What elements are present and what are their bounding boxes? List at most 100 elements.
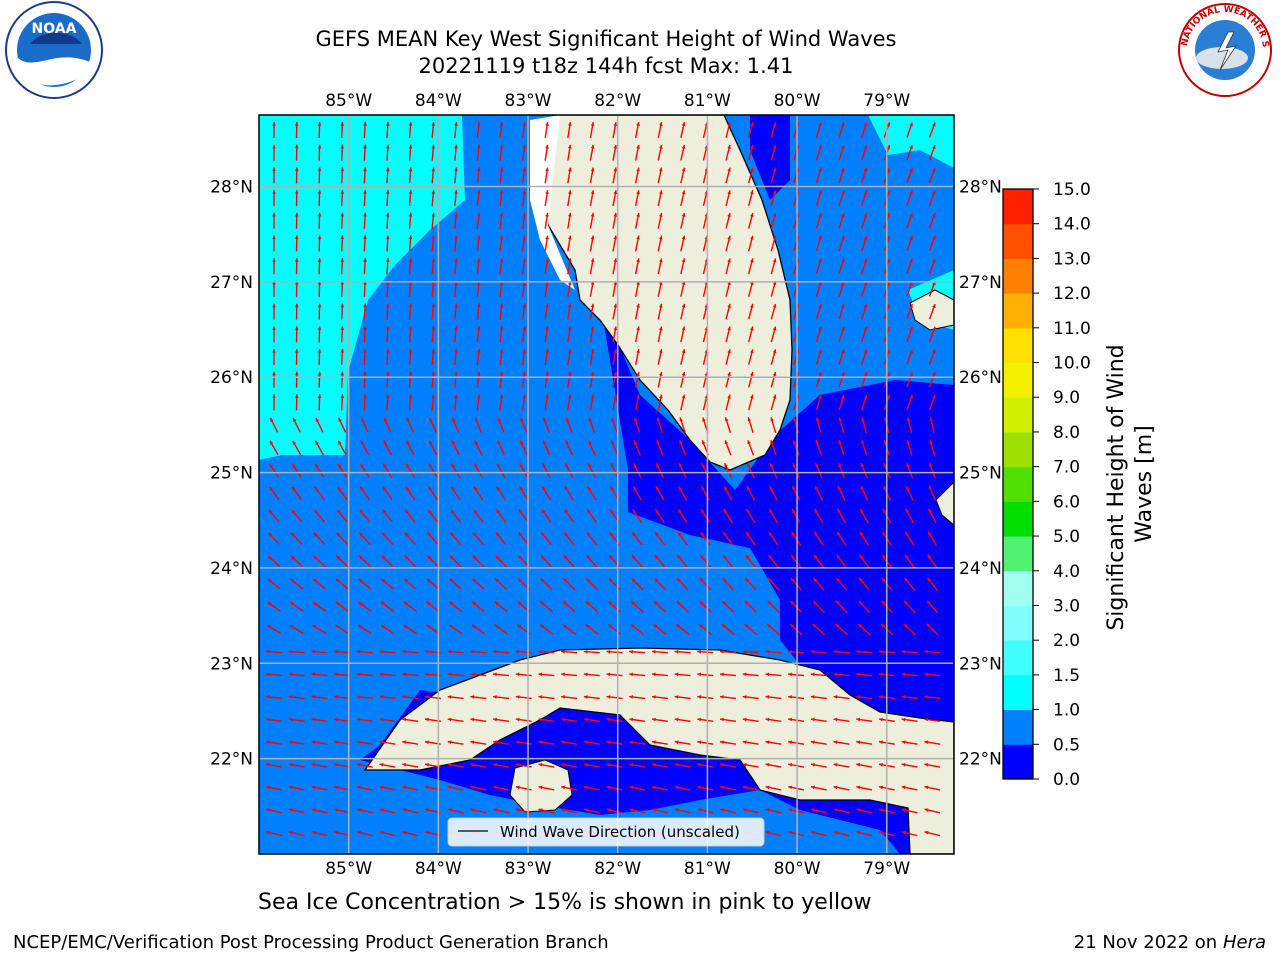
wave-arrow xyxy=(567,394,572,411)
wave-arrow xyxy=(861,326,868,343)
wave-arrow xyxy=(516,624,531,635)
wave-arrow xyxy=(337,463,347,478)
wave-arrow-head xyxy=(856,785,861,790)
wave-arrow-head xyxy=(317,190,322,194)
wave-arrow xyxy=(583,695,600,700)
wave-arrow xyxy=(906,439,913,456)
wave-arrow xyxy=(651,650,668,654)
wave-arrow-head xyxy=(655,509,659,514)
wave-arrow-head xyxy=(447,808,452,812)
wave-arrow xyxy=(725,394,731,411)
wave-arrow-head xyxy=(704,303,709,308)
wave-arrow xyxy=(765,650,782,654)
wave-arrow-head xyxy=(904,577,909,582)
wave-arrow-head xyxy=(519,486,523,491)
wave-arrow-head xyxy=(909,213,913,218)
wave-arrow xyxy=(742,831,759,837)
wave-arrow xyxy=(567,212,572,229)
wave-arrow xyxy=(924,740,941,745)
wave-arrow xyxy=(499,235,503,252)
wave-arrow xyxy=(314,463,325,478)
colorbar-tick-label: 5.0 xyxy=(1053,527,1080,547)
wave-arrow xyxy=(838,417,845,434)
wave-arrow xyxy=(861,439,868,456)
wave-arrow-head xyxy=(681,326,686,331)
wave-arrow-head xyxy=(906,440,911,445)
wave-arrow-head xyxy=(451,440,456,445)
wave-arrow-head xyxy=(704,190,709,195)
wave-arrow xyxy=(924,718,941,723)
wave-arrow-head xyxy=(608,624,613,629)
wave-arrow-head xyxy=(561,740,566,744)
wave-arrow xyxy=(793,144,799,161)
wave-arrow xyxy=(674,695,691,700)
wave-arrow xyxy=(765,786,782,791)
wave-arrow xyxy=(767,600,780,613)
wave-arrow xyxy=(653,600,667,613)
wave-arrow xyxy=(515,763,532,768)
wave-arrow-head xyxy=(334,672,338,677)
wave-arrow xyxy=(334,673,351,677)
wave-arrow xyxy=(901,763,918,768)
wave-arrow xyxy=(812,600,825,613)
wave-arrow-head xyxy=(878,649,883,654)
wave-arrow xyxy=(431,144,435,161)
wave-arrow xyxy=(431,258,435,275)
wave-arrow-head xyxy=(538,672,543,677)
wave-arrow-head xyxy=(790,577,795,582)
wave-arrow-head xyxy=(863,235,868,240)
wave-arrow-head xyxy=(770,417,774,422)
wave-arrow xyxy=(697,740,714,745)
wave-arrow xyxy=(541,508,552,523)
wave-arrow-head xyxy=(538,785,543,790)
wave-arrow xyxy=(770,258,777,275)
wave-arrow xyxy=(651,763,668,768)
wave-arrow xyxy=(268,486,280,500)
wave-arrow xyxy=(583,740,600,745)
wave-arrow-head xyxy=(542,440,547,445)
wave-arrow xyxy=(747,326,754,343)
wave-arrow xyxy=(838,190,845,206)
wave-arrow-head xyxy=(610,509,614,514)
wave-arrow xyxy=(515,740,532,745)
wave-arrow xyxy=(792,440,800,456)
wave-arrow xyxy=(838,371,845,388)
wave-arrow-head xyxy=(856,740,861,744)
wave-arrow-head xyxy=(590,144,595,149)
wave-arrow-head xyxy=(674,740,679,744)
wave-arrow xyxy=(769,485,778,501)
wave-arrow-head xyxy=(408,303,413,308)
wave-arrow xyxy=(833,650,850,654)
wave-arrow-head xyxy=(765,830,770,835)
wave-arrow-head xyxy=(723,509,728,514)
wave-arrow-head xyxy=(697,695,702,699)
lon-tick-label-bottom: 82°W xyxy=(594,859,641,879)
wave-arrow xyxy=(702,417,709,433)
wave-arrow xyxy=(380,624,395,635)
wave-arrow-head xyxy=(590,303,595,308)
wave-arrow xyxy=(612,280,617,297)
wave-arrow xyxy=(634,303,640,320)
wave-arrow xyxy=(312,578,327,590)
wave-arrow-head xyxy=(447,830,452,835)
wave-arrow-head xyxy=(314,509,318,514)
wave-arrow-head xyxy=(795,326,800,331)
wave-arrow xyxy=(928,281,936,297)
wave-arrow xyxy=(903,600,916,614)
wave-arrow xyxy=(402,808,419,814)
wave-arrow xyxy=(359,509,371,523)
wave-arrow xyxy=(699,600,712,613)
wave-arrow-head xyxy=(408,394,413,399)
wave-arrow xyxy=(447,673,464,677)
wave-arrow xyxy=(476,121,480,139)
wave-arrow-head xyxy=(408,349,413,353)
wave-arrow xyxy=(651,831,668,837)
wave-arrow-head xyxy=(790,601,795,605)
wave-arrow-head xyxy=(818,235,822,240)
wave-arrow-head xyxy=(470,785,475,790)
wave-arrow xyxy=(680,144,686,161)
wave-arrow-head xyxy=(583,649,588,654)
wave-arrow-head xyxy=(337,463,342,468)
wave-arrow-head xyxy=(561,763,566,767)
wave-arrow-head xyxy=(699,624,704,628)
